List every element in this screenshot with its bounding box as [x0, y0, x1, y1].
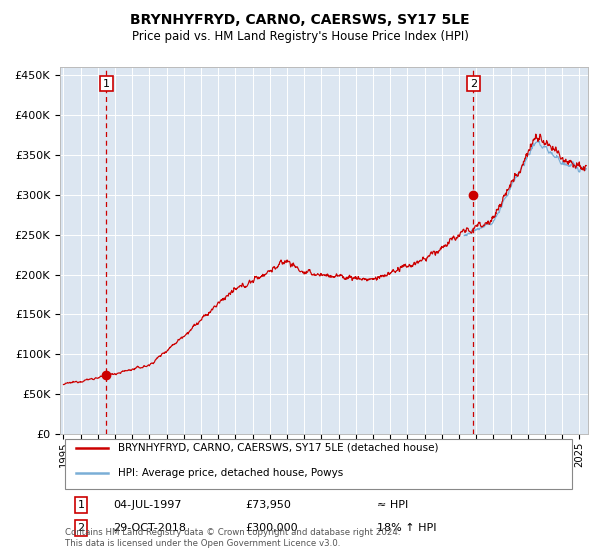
Text: 2: 2	[77, 523, 85, 533]
Text: BRYNHYFRYD, CARNO, CAERSWS, SY17 5LE (detached house): BRYNHYFRYD, CARNO, CAERSWS, SY17 5LE (de…	[118, 443, 439, 453]
Text: HPI: Average price, detached house, Powys: HPI: Average price, detached house, Powy…	[118, 468, 343, 478]
Text: £300,000: £300,000	[245, 523, 298, 533]
Text: 04-JUL-1997: 04-JUL-1997	[113, 500, 181, 510]
Text: 2: 2	[470, 79, 477, 88]
Text: 29-OCT-2018: 29-OCT-2018	[113, 523, 186, 533]
Text: £73,950: £73,950	[245, 500, 290, 510]
Text: 18% ↑ HPI: 18% ↑ HPI	[377, 523, 436, 533]
Text: Price paid vs. HM Land Registry's House Price Index (HPI): Price paid vs. HM Land Registry's House …	[131, 30, 469, 43]
Text: Contains HM Land Registry data © Crown copyright and database right 2024.
This d: Contains HM Land Registry data © Crown c…	[65, 528, 401, 548]
Text: 1: 1	[103, 79, 110, 88]
Text: BRYNHYFRYD, CARNO, CAERSWS, SY17 5LE: BRYNHYFRYD, CARNO, CAERSWS, SY17 5LE	[130, 13, 470, 27]
Text: ≈ HPI: ≈ HPI	[377, 500, 408, 510]
Text: 1: 1	[77, 500, 85, 510]
FancyBboxPatch shape	[65, 438, 572, 489]
